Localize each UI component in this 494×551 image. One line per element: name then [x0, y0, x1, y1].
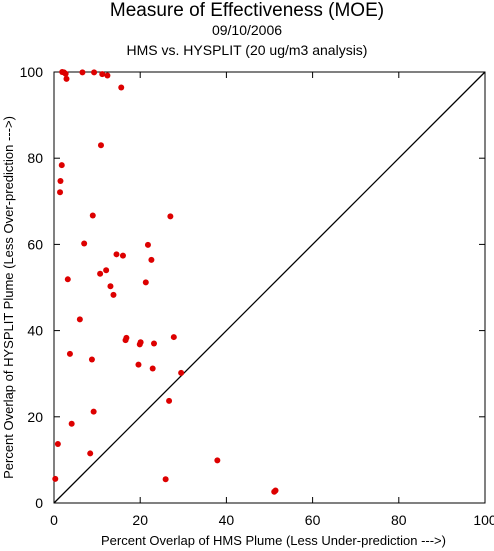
data-point — [76, 316, 83, 323]
data-point — [122, 337, 129, 344]
data-point — [99, 71, 106, 78]
data-point — [118, 84, 125, 91]
data-point — [68, 420, 75, 427]
data-point — [54, 440, 61, 447]
y-tick-label: 40 — [27, 323, 43, 339]
data-point — [91, 69, 98, 76]
plot-frame — [53, 71, 486, 504]
x-axis-label: Percent Overlap of HMS Plume (Less Under… — [101, 533, 446, 548]
data-point — [103, 267, 110, 274]
data-point — [63, 75, 70, 82]
data-point — [87, 450, 94, 457]
x-tick-label: 20 — [132, 512, 148, 528]
y-tick-label: 20 — [27, 409, 43, 425]
data-point — [113, 251, 120, 258]
data-point — [166, 397, 173, 404]
chart-title: Measure of Effectiveness (MOE) — [109, 0, 385, 21]
data-point — [66, 350, 73, 357]
data-point — [178, 369, 185, 376]
data-point — [57, 189, 64, 196]
diagonal-reference-line — [53, 71, 486, 504]
y-tick-label: 80 — [27, 150, 43, 166]
y-axis-label: Percent Overlap of HYSPLIT Plume (Less O… — [1, 116, 16, 479]
data-point — [52, 475, 59, 482]
y-tick-label: 60 — [27, 236, 43, 252]
data-point — [62, 70, 69, 77]
data-point — [150, 340, 157, 347]
x-tick-label: 100 — [473, 512, 494, 528]
data-point — [170, 334, 177, 341]
data-point — [57, 178, 64, 185]
data-point — [136, 341, 143, 348]
data-point — [97, 142, 104, 149]
data-point — [110, 291, 117, 298]
data-point — [89, 212, 96, 219]
x-tick-label: 0 — [50, 512, 58, 528]
data-point — [148, 256, 155, 263]
data-point — [81, 240, 88, 247]
data-point — [119, 252, 126, 259]
data-point — [149, 365, 156, 372]
chart-comparison: HMS vs. HYSPLIT (20 ug/m3 analysis) — [126, 42, 368, 58]
data-point — [214, 457, 221, 464]
data-point — [135, 361, 142, 368]
data-point — [88, 356, 95, 363]
data-point — [58, 162, 65, 169]
axis-ticks: 0 20 40 60 80 100 0 20 40 60 80 100 — [20, 64, 494, 528]
data-point — [162, 476, 169, 483]
x-tick-label: 80 — [391, 512, 407, 528]
x-tick-label: 40 — [219, 512, 235, 528]
y-tick-label: 100 — [20, 64, 44, 80]
data-point — [271, 488, 278, 495]
y-tick-label: 0 — [35, 495, 43, 511]
data-point — [144, 241, 151, 248]
data-points — [52, 69, 279, 495]
data-point — [104, 72, 111, 79]
data-point — [90, 408, 97, 415]
data-point — [97, 270, 104, 277]
x-tick-label: 60 — [305, 512, 321, 528]
data-point — [107, 283, 114, 290]
data-point — [79, 69, 86, 76]
chart-date: 09/10/2006 — [211, 22, 283, 38]
data-point — [142, 279, 149, 286]
data-point — [64, 276, 71, 283]
data-point — [167, 213, 174, 220]
